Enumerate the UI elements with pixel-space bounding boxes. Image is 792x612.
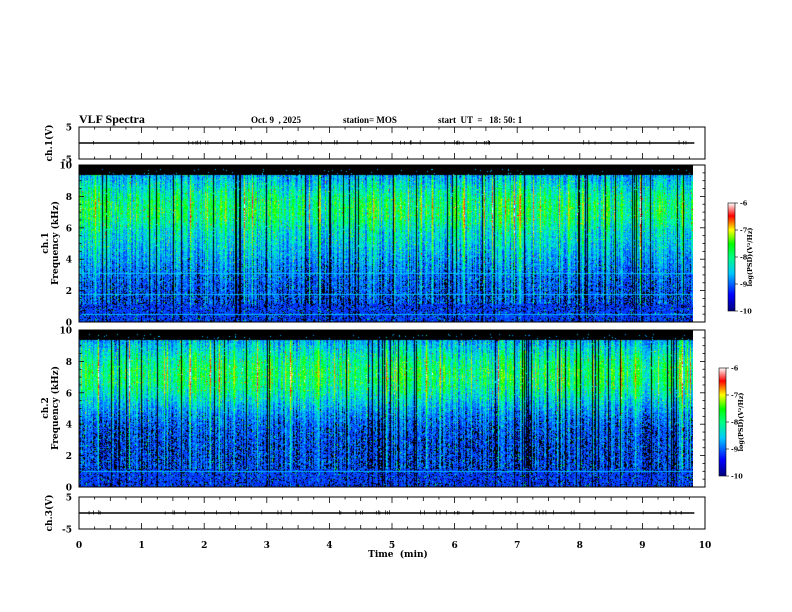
x-tick-label: 8 bbox=[577, 541, 583, 551]
ch3-voltage-panel: 5 -5 bbox=[62, 494, 705, 536]
x-tick-label: 4 bbox=[326, 541, 332, 551]
ch2-frequency-ylabel: Frequency (kHz) bbox=[50, 366, 61, 450]
x-tick-label: 9 bbox=[639, 541, 645, 551]
x-tick-label: 7 bbox=[514, 541, 520, 551]
x-tick-label: 5 bbox=[389, 541, 395, 551]
vlf-figure: 5-5 0246810 0246810 5-5 -6-7-8-9-10 -6-7… bbox=[0, 0, 792, 612]
ch3-voltage-ytick-label: -5 bbox=[62, 526, 72, 536]
ch2-ytick-label: 4 bbox=[66, 421, 72, 431]
ch1-ytick-label: 10 bbox=[59, 162, 72, 172]
colorbar-tick-label: -10 bbox=[740, 308, 752, 316]
x-tick-label: 2 bbox=[201, 541, 207, 551]
colorbar-tick-label: -6 bbox=[731, 365, 739, 373]
colorbar-tick-label: -10 bbox=[731, 473, 743, 481]
ch3-voltage-ytick-label: 5 bbox=[66, 494, 72, 504]
ch1-ytick-label: 2 bbox=[66, 287, 72, 297]
x-tick-label: 10 bbox=[699, 541, 712, 551]
ch1-voltage-ytick-label: 5 bbox=[66, 124, 72, 134]
ch1-voltage-panel: 5-5 bbox=[62, 124, 705, 166]
ch2-ytick-label: 6 bbox=[66, 389, 72, 399]
ch2-spectrogram-panel: 0 2 4 6 8 10 bbox=[59, 327, 705, 494]
x-axis-label: Time (min) bbox=[368, 549, 428, 560]
ch1-voltage-ylabel: ch.1(V) bbox=[44, 125, 55, 162]
ch1-ytick-label: 4 bbox=[66, 256, 72, 266]
ch1-colorbar-label: log(PSD)(V²/Hz) bbox=[746, 228, 754, 287]
ch1-frequency-ylabel: Frequency (kHz) bbox=[50, 201, 61, 285]
ch1-spectrogram-panel: 0246810 bbox=[59, 162, 705, 329]
ch2-colorbar-label: log(PSD)(V²/Hz) bbox=[737, 393, 745, 452]
ch2-ytick-label: 0 bbox=[66, 484, 72, 494]
ch1-spectrogram-image bbox=[79, 165, 693, 322]
ch2-colorbar-scale bbox=[719, 368, 726, 476]
ch2-ytick-label: 8 bbox=[66, 358, 72, 368]
colorbar-tick-label: -6 bbox=[740, 200, 748, 208]
ch2-ytick-label: 10 bbox=[59, 327, 72, 337]
ch2-channel-ylabel: ch.2 bbox=[41, 397, 51, 418]
ch1-colorbar-scale bbox=[728, 203, 735, 311]
x-tick-label: 0 bbox=[76, 541, 82, 551]
x-tick-label: 1 bbox=[138, 541, 144, 551]
ch1-channel-ylabel: ch.1 bbox=[41, 232, 51, 253]
ch3-voltage-ylabel: ch.3(V) bbox=[44, 495, 55, 532]
ch2-ytick-label: 2 bbox=[66, 452, 72, 462]
x-tick-label: 3 bbox=[264, 541, 270, 551]
ch1-ytick-label: 8 bbox=[66, 193, 72, 203]
x-tick-label: 6 bbox=[451, 541, 457, 551]
ch1-ytick-label: 6 bbox=[66, 224, 72, 234]
ch2-spectrogram-image bbox=[79, 330, 693, 487]
